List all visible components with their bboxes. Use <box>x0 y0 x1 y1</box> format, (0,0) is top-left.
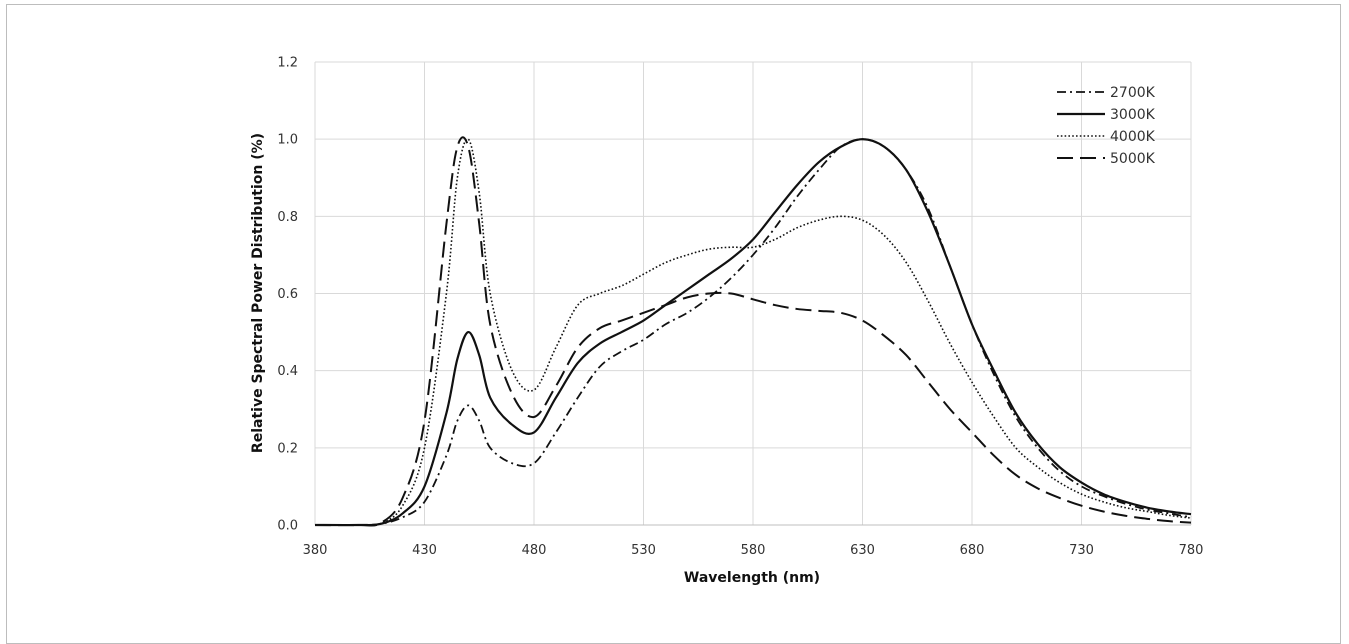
axes: 380 430 480 530 580 630 680 730 780 0.0 0.2 0.4 0.6 0… <box>277 56 1203 559</box>
x-tick-label: 530 <box>631 543 656 558</box>
x-axis-title: Wavelength (nm) <box>684 570 820 586</box>
y-tick-label: 0.0 <box>277 519 298 534</box>
legend-label-2700k: 2700K <box>1110 85 1156 101</box>
y-tick-label: 1.0 <box>277 133 298 148</box>
series <box>314 136 1192 527</box>
y-tick-label: 1.2 <box>277 56 298 71</box>
x-tick-label: 580 <box>741 543 766 558</box>
series-line-2700k <box>314 138 1192 526</box>
series-line-5000k <box>314 136 1192 527</box>
spectral-power-chart: 380 430 480 530 580 630 680 730 780 0.0 0.2 0.4 0.6 0… <box>250 56 1203 587</box>
y-tick-label: 0.2 <box>277 441 298 456</box>
legend-label-4000k: 4000K <box>1110 129 1156 145</box>
y-tick-label: 0.6 <box>277 287 298 302</box>
x-tick-label: 630 <box>850 543 875 558</box>
x-tick-label: 680 <box>960 543 985 558</box>
y-axis-title: Relative Spectral Power Distribution (%) <box>250 133 266 453</box>
y-tick-label: 0.4 <box>277 364 298 379</box>
legend: 2700K 3000K 4000K 5000K <box>1057 85 1156 167</box>
x-tick-label: 780 <box>1179 543 1204 558</box>
x-tick-label: 730 <box>1069 543 1094 558</box>
y-tick-label: 0.8 <box>277 210 298 225</box>
x-tick-label: 480 <box>522 543 547 558</box>
series-line-3000k <box>314 138 1192 527</box>
series-line-4000k <box>314 138 1192 527</box>
x-tick-label: 430 <box>412 543 437 558</box>
legend-label-3000k: 3000K <box>1110 107 1156 123</box>
legend-label-5000k: 5000K <box>1110 151 1156 167</box>
x-tick-label: 380 <box>303 543 328 558</box>
